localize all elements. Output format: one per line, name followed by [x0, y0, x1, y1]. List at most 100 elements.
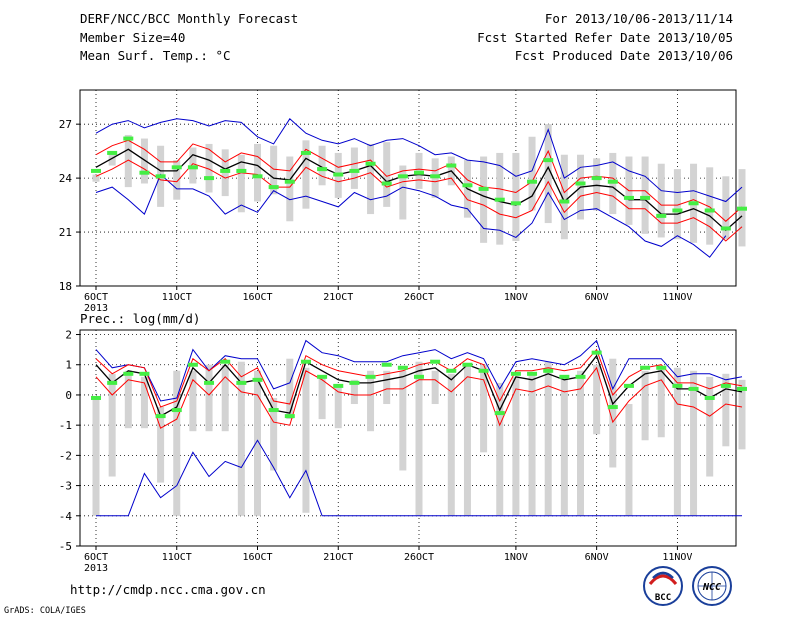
median-marker — [543, 368, 554, 373]
median-marker — [123, 371, 134, 376]
ensemble-box — [641, 156, 649, 234]
lower-spread-line — [95, 366, 743, 429]
median-marker — [656, 213, 667, 218]
ensemble-box — [447, 373, 455, 516]
median-marker — [381, 181, 392, 186]
ensemble-box — [657, 163, 665, 238]
x-tick-label: 11OCT — [162, 552, 192, 563]
median-marker — [333, 172, 344, 177]
median-marker — [656, 365, 667, 370]
median-marker — [688, 386, 699, 391]
bcc-logo-text: BCC — [655, 593, 671, 603]
temperature-panel: 18 21 24 27 6OCT 11OCT 16OCT 21OCT 26OCT 1NOV 6NOV… — [59, 89, 747, 314]
ensemble-box — [544, 124, 552, 224]
ensemble-box — [237, 154, 245, 213]
median-marker — [478, 368, 489, 373]
median-marker — [559, 199, 570, 204]
min-line — [95, 173, 727, 258]
ensemble-box — [140, 138, 148, 184]
ensemble-box — [237, 361, 245, 516]
ensemble-box — [367, 370, 375, 432]
x-year-label: 2013 — [84, 563, 108, 574]
ensemble-box — [254, 143, 261, 202]
ensemble-box — [706, 167, 714, 245]
ncc-logo: NCC — [692, 566, 732, 606]
ensemble-box — [480, 364, 488, 453]
ensemble-box — [415, 361, 423, 516]
y-tick-label: 1 — [65, 359, 72, 372]
median-marker — [494, 411, 505, 416]
median-marker — [510, 371, 521, 376]
median-marker — [494, 197, 505, 202]
bcc-logo: BCC — [643, 566, 683, 606]
median-marker — [623, 383, 634, 388]
ensemble-box — [270, 397, 278, 471]
ensemble-box — [609, 358, 617, 468]
median-marker — [414, 374, 424, 379]
median-marker — [91, 168, 101, 173]
ensemble-box — [254, 370, 261, 516]
median-marker — [268, 185, 279, 190]
ensemble-box — [173, 370, 181, 516]
y-tick-label: -5 — [59, 540, 72, 553]
x-year-label: 2013 — [84, 303, 108, 314]
y-tick-label: 21 — [59, 226, 72, 239]
ensemble-box — [673, 169, 681, 240]
median-marker — [543, 158, 554, 163]
median-marker — [139, 170, 150, 175]
median-marker — [187, 362, 198, 367]
x-tick-label: 26OCT — [404, 552, 434, 563]
median-marker — [510, 201, 521, 206]
x-tick-label: 11NOV — [662, 292, 692, 303]
ensemble-box — [108, 373, 116, 477]
ensemble-box — [157, 407, 165, 483]
median-marker — [252, 377, 263, 382]
ensemble-box — [463, 364, 471, 516]
ensemble-box — [480, 156, 488, 243]
median-marker — [317, 374, 328, 379]
max-line — [95, 118, 743, 203]
ensemble-box — [738, 379, 746, 450]
median-marker — [688, 201, 699, 206]
median-marker — [575, 374, 586, 379]
x-tick-label: 11NOV — [662, 552, 692, 563]
y-tick-label: 24 — [59, 172, 73, 185]
x-tick-label: 6OCT — [84, 292, 108, 303]
ensemble-box — [577, 370, 584, 516]
ncc-logo-text: NCC — [702, 582, 721, 593]
median-marker — [252, 174, 263, 179]
median-marker — [737, 206, 747, 211]
median-marker — [317, 167, 328, 172]
median-marker — [268, 408, 279, 413]
x-tick-label: 16OCT — [242, 552, 272, 563]
ensemble-box — [641, 370, 649, 441]
y-tick-label: -1 — [59, 419, 72, 432]
bottom-panel-variable: Prec.: log(mm/d) — [80, 311, 200, 326]
x-tick-label: 1NOV — [504, 552, 528, 563]
ensemble-box — [173, 160, 181, 200]
median-marker — [414, 170, 424, 175]
ensemble-box — [270, 145, 278, 195]
forecast-start-date: Fcst Started Refer Date 2013/10/05 — [477, 30, 733, 45]
median-marker — [187, 165, 198, 170]
median-marker — [446, 163, 457, 168]
median-marker — [591, 176, 602, 181]
ensemble-box — [560, 154, 568, 240]
median-marker — [171, 408, 182, 413]
ensemble-box — [286, 358, 294, 420]
source-url: http://cmdp.ncc.cma.gov.cn — [70, 582, 266, 597]
median-marker — [672, 383, 683, 388]
ensemble-box — [722, 373, 730, 447]
ensemble-box — [350, 147, 358, 189]
ensemble-box — [350, 379, 358, 405]
median-marker — [365, 374, 376, 379]
y-tick-label: 2 — [65, 329, 72, 342]
upper-spread-line — [95, 139, 743, 222]
median-marker — [204, 380, 215, 385]
member-size: Member Size=40 — [80, 30, 185, 45]
y-tick-label: 18 — [59, 280, 72, 293]
ensemble-box — [205, 364, 213, 432]
median-marker — [333, 383, 344, 388]
